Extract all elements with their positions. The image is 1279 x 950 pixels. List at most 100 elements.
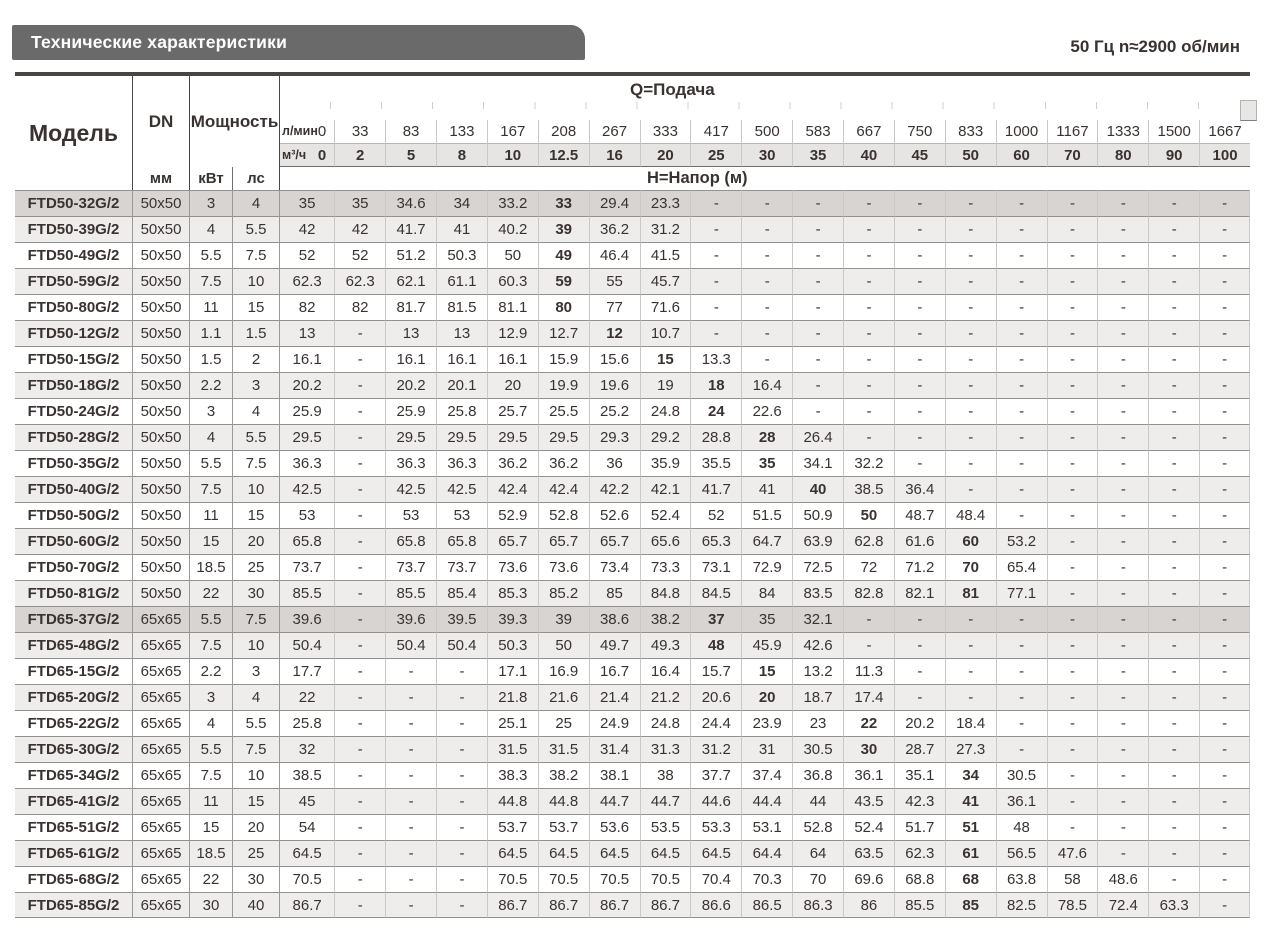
- head-value-cell: -: [1097, 346, 1149, 372]
- head-value-cell: 20.2: [385, 372, 436, 398]
- power-kw-cell: 11: [190, 788, 233, 814]
- dn-cell: 65x65: [133, 840, 190, 866]
- head-value-cell: 39.3: [486, 606, 538, 632]
- head-value-cell: -: [334, 684, 386, 710]
- page-title-bar: Технические характеристики: [12, 25, 585, 60]
- flow-lmin-value: 1000: [995, 120, 1047, 144]
- head-value-cell: 65.8: [436, 528, 487, 554]
- power-hp-cell: 20: [233, 528, 280, 554]
- flow-m3h-value: 25: [690, 144, 742, 167]
- head-value-cell: 81.1: [486, 294, 538, 320]
- head-value-cell: 50: [843, 502, 894, 528]
- head-value-cell: -: [995, 684, 1047, 710]
- head-value-cell: 46.4: [588, 242, 640, 268]
- head-value-cell: -: [1046, 632, 1098, 658]
- power-hp-cell: 10: [233, 268, 280, 294]
- head-value-cell: -: [334, 892, 386, 918]
- head-value-cell: -: [1097, 840, 1149, 866]
- head-value-cell: -: [792, 320, 843, 346]
- flow-lmin-value: 83: [385, 120, 436, 144]
- head-value-cell: 40.2: [486, 216, 538, 242]
- head-value-cell: -: [1097, 658, 1149, 684]
- head-value-cell: -: [1199, 502, 1250, 528]
- head-value-cell: -: [1046, 424, 1098, 450]
- power-kw-cell: 3: [190, 190, 233, 216]
- flow-lmin-unit-label: л/мин: [282, 124, 318, 139]
- head-value-cell: 63.9: [792, 528, 843, 554]
- power-kw-cell: 3: [190, 398, 233, 424]
- head-value-cell: -: [843, 190, 894, 216]
- head-value-cell: -: [1148, 294, 1200, 320]
- head-value-cell: 62.1: [385, 268, 436, 294]
- head-value-cell: -: [334, 372, 386, 398]
- head-value-cell: 18.4: [944, 710, 996, 736]
- head-value-cell: 85: [588, 580, 640, 606]
- head-value-cell: 61.1: [436, 268, 487, 294]
- head-value-cell: 50.4: [280, 632, 335, 658]
- head-value-cell: 17.1: [486, 658, 538, 684]
- head-value-cell: -: [436, 762, 487, 788]
- head-value-cell: 68.8: [893, 866, 945, 892]
- head-value-cell: -: [1097, 216, 1149, 242]
- head-value-cell: 15.7: [690, 658, 742, 684]
- head-value-cell: -: [995, 450, 1047, 476]
- head-value-cell: 72.5: [792, 554, 843, 580]
- flow-lmin-unit-cell: л/мин 0: [280, 120, 335, 144]
- power-hp-cell: 25: [233, 840, 280, 866]
- head-value-cell: -: [334, 346, 386, 372]
- head-value-cell: 53: [280, 502, 335, 528]
- head-value-cell: -: [1046, 788, 1098, 814]
- head-value-cell: 45.9: [741, 632, 793, 658]
- flow-m3h-value: 100: [1199, 144, 1250, 167]
- power-hp-cell: 4: [233, 398, 280, 424]
- dn-cell: 65x65: [133, 866, 190, 892]
- head-value-cell: 84.8: [639, 580, 691, 606]
- head-value-cell: 38.2: [639, 606, 691, 632]
- flow-m3h-value: 16: [588, 144, 640, 167]
- head-value-cell: -: [1199, 216, 1250, 242]
- spec-table: Модель DN Мощность мм кВт лс Q=Подача л/мин 0 33 8…: [15, 72, 1250, 918]
- head-value-cell: -: [893, 346, 945, 372]
- head-value-cell: 20.2: [893, 710, 945, 736]
- head-value-cell: -: [944, 398, 996, 424]
- flow-m3h-value: 2: [334, 144, 386, 167]
- flow-m3h-value: 90: [1148, 144, 1200, 167]
- head-value-cell: -: [1097, 606, 1149, 632]
- head-value-cell: 44.7: [588, 788, 640, 814]
- head-value-cell: 52: [280, 242, 335, 268]
- head-value-cell: 30.5: [995, 762, 1047, 788]
- flow-lmin-value: 167: [486, 120, 538, 144]
- head-value-cell: -: [944, 320, 996, 346]
- scrollbar-thumb[interactable]: [1240, 100, 1257, 121]
- head-value-cell: -: [1148, 710, 1200, 736]
- head-value-cell: -: [1148, 814, 1200, 840]
- head-value-cell: -: [741, 242, 793, 268]
- head-value-cell: -: [1046, 346, 1098, 372]
- head-value-cell: -: [1046, 814, 1098, 840]
- head-value-cell: -: [1199, 398, 1250, 424]
- head-value-cell: 10.7: [639, 320, 691, 346]
- head-value-cell: 82.8: [843, 580, 894, 606]
- head-value-cell: -: [436, 866, 487, 892]
- power-kw-cell: 7.5: [190, 268, 233, 294]
- head-value-cell: 12: [588, 320, 640, 346]
- head-value-cell: 49: [537, 242, 589, 268]
- head-value-cell: -: [1046, 216, 1098, 242]
- head-value-cell: 65.7: [537, 528, 589, 554]
- head-value-cell: 73.3: [639, 554, 691, 580]
- head-value-cell: 65.8: [385, 528, 436, 554]
- head-value-cell: -: [690, 294, 742, 320]
- head-value-cell: -: [436, 892, 487, 918]
- power-hp-cell: 10: [233, 632, 280, 658]
- head-value-cell: -: [1199, 268, 1250, 294]
- model-cell: FTD50-40G/2: [15, 476, 133, 502]
- head-value-cell: -: [1199, 450, 1250, 476]
- head-value-cell: -: [1199, 736, 1250, 762]
- head-value-cell: 63.8: [995, 866, 1047, 892]
- dn-cell: 50x50: [133, 554, 190, 580]
- head-value-cell: -: [1199, 580, 1250, 606]
- head-value-cell: 42.5: [280, 476, 335, 502]
- head-value-cell: -: [893, 684, 945, 710]
- head-value-cell: -: [1199, 528, 1250, 554]
- head-value-cell: 41: [944, 788, 996, 814]
